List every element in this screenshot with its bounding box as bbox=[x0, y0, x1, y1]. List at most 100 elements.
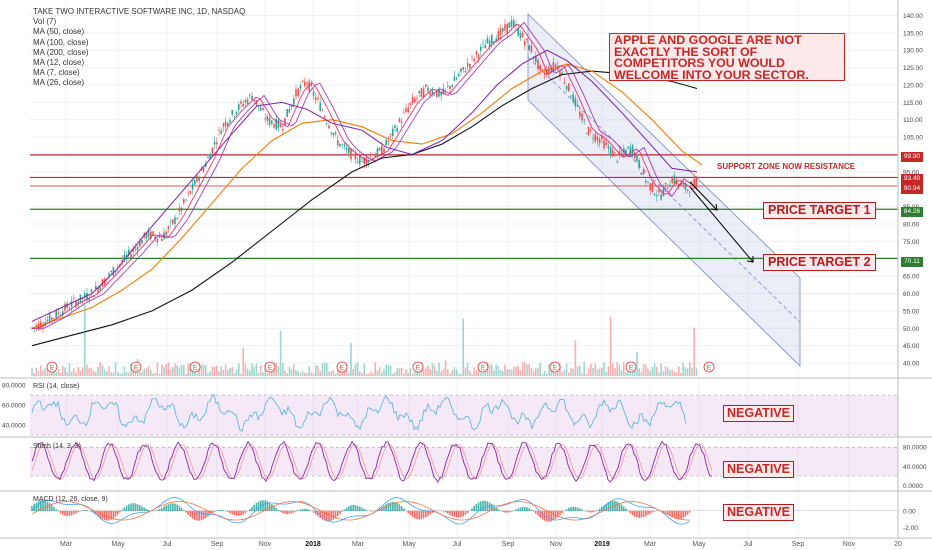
volume-bar bbox=[649, 371, 651, 376]
candle-body bbox=[57, 312, 60, 315]
volume-bar bbox=[693, 327, 695, 376]
candle-body bbox=[581, 113, 583, 121]
macd-histogram-bar bbox=[125, 505, 128, 512]
volume-bar bbox=[128, 372, 130, 376]
candle-body bbox=[222, 123, 225, 127]
candle-body bbox=[598, 139, 601, 144]
volume-bar bbox=[306, 373, 308, 376]
candle-body bbox=[548, 67, 550, 75]
legend-ma100[interactable]: MA (100, close) bbox=[33, 37, 89, 47]
candle-body bbox=[224, 121, 227, 127]
macd-histogram-bar bbox=[482, 500, 484, 512]
volume-bar bbox=[174, 363, 176, 376]
x-tick-label: May bbox=[111, 541, 125, 548]
volume-bar bbox=[167, 362, 170, 376]
candle-body bbox=[645, 180, 647, 183]
macd-histogram-bar bbox=[312, 510, 315, 513]
macd-histogram-bar bbox=[686, 510, 689, 515]
volume-bar bbox=[191, 371, 194, 376]
macd-histogram-bar bbox=[209, 510, 211, 515]
macd-histogram-bar bbox=[594, 510, 596, 512]
macd-histogram-bar bbox=[629, 510, 632, 514]
candle-body bbox=[631, 145, 634, 155]
volume-bar bbox=[587, 368, 590, 376]
macd-histogram-bar bbox=[321, 510, 324, 520]
candle-body bbox=[627, 146, 629, 148]
macd-histogram-bar bbox=[86, 510, 88, 512]
macd-histogram-bar bbox=[255, 502, 258, 512]
candle-body bbox=[167, 226, 170, 230]
candle-body bbox=[328, 125, 330, 129]
rsi-negative-label[interactable]: NEGATIVE bbox=[723, 405, 794, 422]
volume-bar bbox=[609, 316, 612, 376]
legend-ma50[interactable]: MA (50, close) bbox=[33, 27, 85, 37]
price-target-1-label[interactable]: PRICE TARGET 1 bbox=[763, 202, 876, 219]
macd-histogram-bar bbox=[502, 510, 504, 512]
legend-ma200[interactable]: MA (200, close) bbox=[33, 47, 89, 57]
volume-bar bbox=[189, 364, 192, 376]
support-resistance-label[interactable]: SUPPORT ZONE NOW RESISTANCE bbox=[717, 162, 856, 171]
macd-histogram-bar bbox=[185, 510, 187, 513]
y-tick-label: 75.00 bbox=[903, 239, 920, 246]
earnings-marker-label: E bbox=[553, 365, 558, 372]
macd-histogram-bar bbox=[194, 510, 196, 520]
volume-bar bbox=[264, 364, 266, 376]
macd-histogram-bar bbox=[112, 510, 115, 519]
macd-histogram-bar bbox=[37, 501, 40, 512]
stoch-negative-label[interactable]: NEGATIVE bbox=[723, 461, 794, 478]
competitor-note[interactable]: APPLE AND GOOGLE ARE NOT EXACTLY THE SOR… bbox=[609, 33, 845, 81]
volume-bar bbox=[150, 369, 152, 376]
macd-histogram-bar bbox=[161, 507, 163, 512]
volume-bar bbox=[695, 368, 698, 376]
candle-body bbox=[623, 148, 625, 153]
macd-histogram-bar bbox=[458, 510, 460, 518]
macd-histogram-bar bbox=[143, 507, 145, 512]
candle-body bbox=[286, 109, 288, 117]
candle-body bbox=[381, 145, 383, 156]
macd-histogram-bar bbox=[625, 508, 627, 512]
volume-bar bbox=[576, 366, 579, 376]
volume-bar bbox=[647, 368, 649, 376]
macd-histogram-bar bbox=[667, 510, 669, 515]
macd-histogram-bar bbox=[585, 510, 588, 512]
legend-ma12[interactable]: MA (12, close) bbox=[33, 58, 85, 68]
candle-body bbox=[532, 56, 535, 58]
legend-ma26[interactable]: MA (26, close) bbox=[33, 78, 85, 88]
candle-body bbox=[449, 85, 451, 90]
macd-negative-label[interactable]: NEGATIVE bbox=[723, 504, 794, 521]
candle-body bbox=[130, 253, 132, 258]
macd-histogram-bar bbox=[198, 510, 200, 521]
price-target-2-label[interactable]: PRICE TARGET 2 bbox=[763, 254, 876, 271]
legend-vol[interactable]: Vol (7) bbox=[33, 17, 57, 27]
candle-body bbox=[48, 313, 51, 323]
volume-bar bbox=[570, 367, 572, 376]
candle-body bbox=[576, 104, 579, 107]
macd-histogram-bar bbox=[528, 508, 530, 512]
macd-histogram-bar bbox=[508, 510, 511, 513]
volume-bar bbox=[684, 366, 687, 376]
candle-body bbox=[185, 199, 187, 201]
volume-bar bbox=[678, 366, 680, 376]
legend-ma7[interactable]: MA (7, close) bbox=[33, 68, 80, 78]
volume-bar bbox=[308, 366, 310, 376]
candle-body bbox=[108, 273, 110, 277]
volume-bar bbox=[57, 369, 60, 376]
candle-body bbox=[191, 183, 194, 190]
macd-histogram-bar bbox=[99, 510, 101, 518]
earnings-marker-label: E bbox=[481, 365, 486, 372]
macd-histogram-bar bbox=[411, 510, 414, 518]
macd-histogram-bar bbox=[550, 510, 552, 522]
candle-body bbox=[504, 24, 506, 31]
candle-body bbox=[614, 152, 616, 154]
candle-body bbox=[385, 139, 387, 146]
x-tick-label: Jul bbox=[163, 541, 172, 548]
candle-body bbox=[477, 54, 480, 59]
macd-histogram-bar bbox=[678, 510, 680, 520]
candle-body bbox=[348, 148, 350, 154]
candle-body bbox=[418, 90, 420, 94]
candle-body bbox=[288, 108, 291, 113]
level-label-93-40: 93.40 bbox=[901, 174, 923, 184]
earnings-marker-label: E bbox=[340, 365, 345, 372]
macd-histogram-bar bbox=[31, 505, 33, 512]
candle-body bbox=[284, 118, 286, 126]
